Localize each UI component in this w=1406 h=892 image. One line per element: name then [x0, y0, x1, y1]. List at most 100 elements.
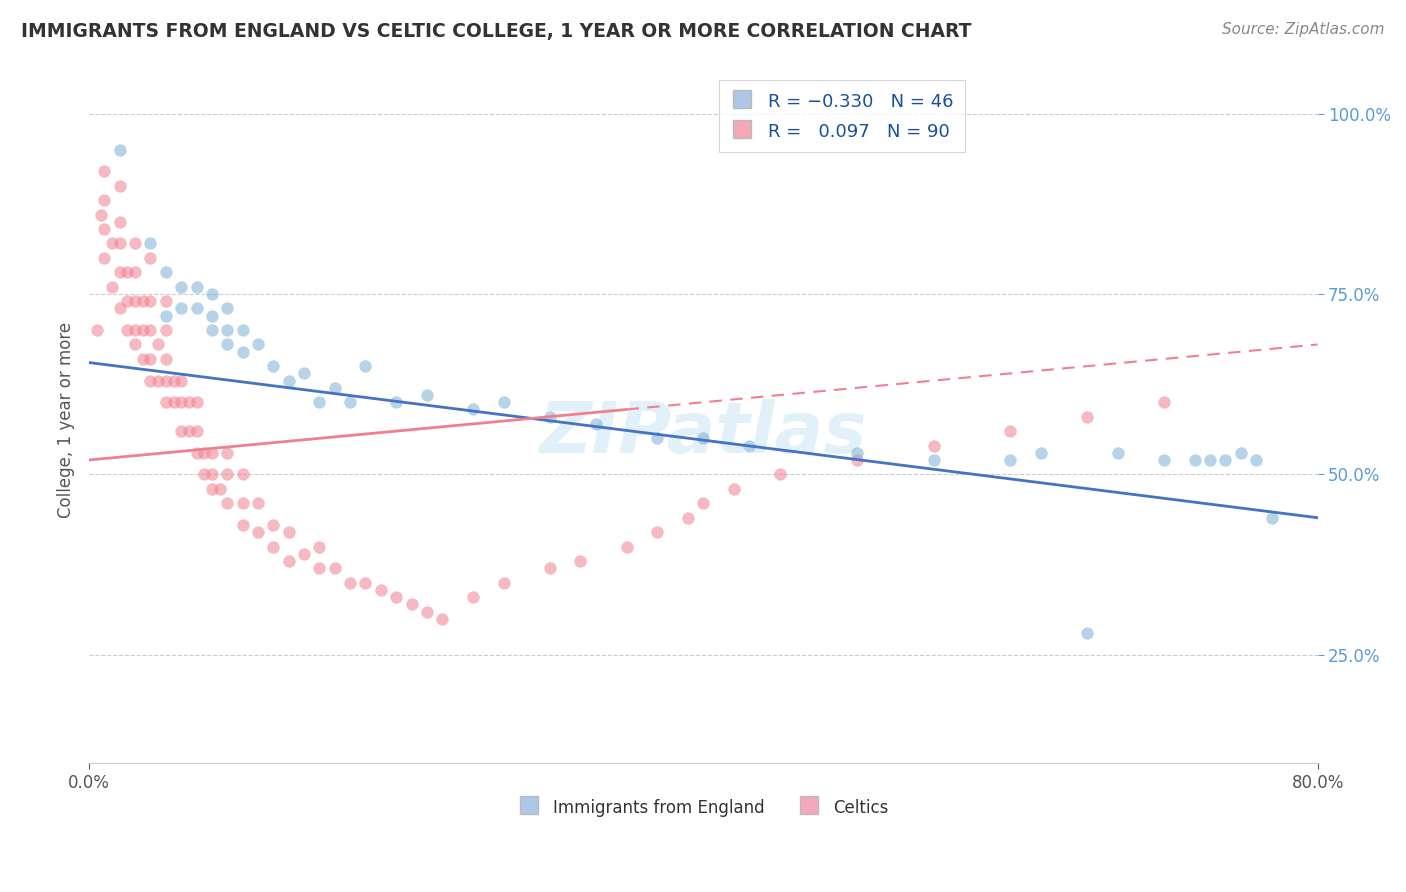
Point — [132, 351, 155, 366]
Point — [461, 402, 484, 417]
Point — [132, 294, 155, 309]
Point — [101, 236, 124, 251]
Point — [170, 374, 193, 388]
Point — [155, 374, 177, 388]
Point — [723, 482, 745, 496]
Point — [193, 446, 215, 460]
Point — [845, 446, 868, 460]
Point — [354, 359, 377, 373]
Point — [569, 554, 592, 568]
Point — [401, 598, 423, 612]
Point — [139, 294, 162, 309]
Point — [645, 525, 668, 540]
Point — [1199, 453, 1222, 467]
Point — [124, 236, 146, 251]
Point — [117, 294, 139, 309]
Point — [155, 265, 177, 279]
Point — [323, 381, 346, 395]
Point — [86, 323, 108, 337]
Point — [108, 265, 131, 279]
Y-axis label: College, 1 year or more: College, 1 year or more — [58, 322, 75, 518]
Point — [155, 323, 177, 337]
Point — [139, 236, 162, 251]
Point — [1260, 510, 1282, 524]
Point — [232, 518, 254, 533]
Point — [232, 344, 254, 359]
Point — [232, 323, 254, 337]
Point — [1107, 446, 1129, 460]
Point — [370, 582, 392, 597]
Point — [186, 395, 208, 409]
Point — [292, 367, 315, 381]
Point — [132, 323, 155, 337]
Point — [146, 374, 169, 388]
Point — [193, 467, 215, 482]
Point — [308, 561, 330, 575]
Point — [1000, 424, 1022, 438]
Point — [124, 294, 146, 309]
Text: IMMIGRANTS FROM ENGLAND VS CELTIC COLLEGE, 1 YEAR OR MORE CORRELATION CHART: IMMIGRANTS FROM ENGLAND VS CELTIC COLLEG… — [21, 22, 972, 41]
Point — [155, 309, 177, 323]
Point — [676, 510, 699, 524]
Point — [139, 251, 162, 265]
Point — [922, 438, 945, 452]
Point — [538, 561, 561, 575]
Point — [692, 496, 714, 510]
Point — [262, 518, 284, 533]
Point — [738, 438, 761, 452]
Legend: Immigrants from England, Celtics: Immigrants from England, Celtics — [512, 791, 896, 823]
Point — [416, 388, 439, 402]
Point — [170, 395, 193, 409]
Point — [246, 525, 269, 540]
Point — [1184, 453, 1206, 467]
Point — [1031, 446, 1053, 460]
Point — [162, 395, 184, 409]
Point — [217, 496, 239, 510]
Point — [177, 395, 200, 409]
Point — [692, 431, 714, 445]
Point — [93, 251, 115, 265]
Point — [1215, 453, 1237, 467]
Point — [208, 482, 231, 496]
Point — [155, 395, 177, 409]
Point — [201, 467, 224, 482]
Text: Source: ZipAtlas.com: Source: ZipAtlas.com — [1222, 22, 1385, 37]
Point — [201, 323, 224, 337]
Point — [186, 446, 208, 460]
Point — [201, 309, 224, 323]
Point — [201, 287, 224, 301]
Point — [585, 417, 607, 431]
Point — [922, 453, 945, 467]
Point — [385, 395, 408, 409]
Point — [217, 323, 239, 337]
Point — [1076, 409, 1098, 424]
Point — [170, 279, 193, 293]
Point — [246, 337, 269, 351]
Point — [354, 575, 377, 590]
Point — [217, 446, 239, 460]
Point — [645, 431, 668, 445]
Point — [186, 424, 208, 438]
Point — [277, 374, 299, 388]
Point — [93, 164, 115, 178]
Point — [155, 294, 177, 309]
Point — [277, 554, 299, 568]
Point — [538, 409, 561, 424]
Point — [1000, 453, 1022, 467]
Point — [262, 359, 284, 373]
Point — [139, 351, 162, 366]
Point — [101, 279, 124, 293]
Point — [170, 301, 193, 316]
Point — [201, 446, 224, 460]
Point — [155, 351, 177, 366]
Point — [246, 496, 269, 510]
Point — [108, 301, 131, 316]
Point — [124, 323, 146, 337]
Point — [124, 337, 146, 351]
Point — [146, 337, 169, 351]
Point — [292, 547, 315, 561]
Point — [339, 575, 361, 590]
Point — [139, 323, 162, 337]
Point — [117, 323, 139, 337]
Point — [432, 612, 454, 626]
